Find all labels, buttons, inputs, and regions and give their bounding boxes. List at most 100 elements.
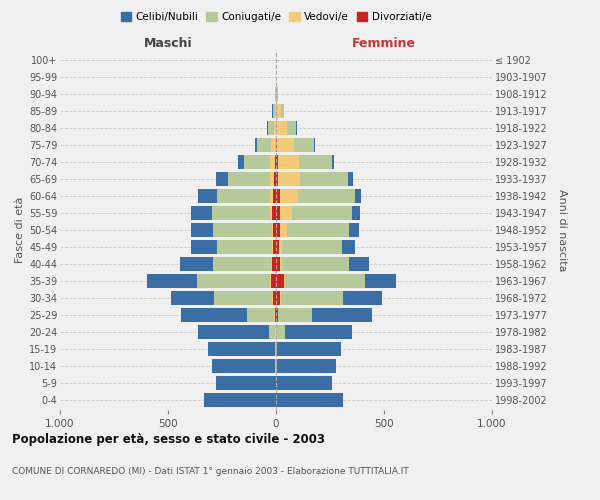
Bar xyxy=(197,274,276,288)
Legend: Celibi/Nubili, Coniugati/e, Vedovi/e, Divorziati/e: Celibi/Nubili, Coniugati/e, Vedovi/e, Di… xyxy=(119,10,433,24)
Bar xyxy=(273,223,276,237)
Bar xyxy=(191,223,276,237)
Bar xyxy=(216,376,276,390)
Bar xyxy=(276,206,292,220)
Bar xyxy=(273,240,276,254)
Bar xyxy=(276,257,280,271)
Bar xyxy=(276,155,332,169)
Bar xyxy=(276,189,298,203)
Bar xyxy=(276,223,287,237)
Bar xyxy=(276,138,277,152)
Bar xyxy=(272,291,276,305)
Bar xyxy=(276,342,341,356)
Bar xyxy=(276,206,352,220)
Bar xyxy=(272,240,276,254)
Bar xyxy=(269,155,276,169)
Bar xyxy=(148,274,276,288)
Bar xyxy=(198,189,276,203)
Bar xyxy=(276,291,280,305)
Bar xyxy=(217,240,276,254)
Bar xyxy=(276,189,361,203)
Bar xyxy=(276,104,284,118)
Bar xyxy=(214,291,276,305)
Bar xyxy=(204,393,276,407)
Bar xyxy=(212,206,276,220)
Bar xyxy=(276,325,352,339)
Bar xyxy=(216,172,276,186)
Bar xyxy=(272,257,276,271)
Bar xyxy=(276,155,334,169)
Bar xyxy=(208,342,276,356)
Bar xyxy=(270,172,276,186)
Bar xyxy=(272,104,276,118)
Bar xyxy=(276,223,280,237)
Bar xyxy=(244,155,276,169)
Bar xyxy=(276,308,372,322)
Bar xyxy=(276,172,353,186)
Bar xyxy=(275,104,276,118)
Bar xyxy=(273,189,276,203)
Y-axis label: Anni di nascita: Anni di nascita xyxy=(557,188,567,271)
Bar xyxy=(276,308,311,322)
Bar xyxy=(276,274,365,288)
Bar xyxy=(276,359,277,373)
Bar xyxy=(276,138,315,152)
Bar xyxy=(275,87,276,101)
Bar xyxy=(276,274,284,288)
Bar xyxy=(180,257,276,271)
Bar xyxy=(276,189,355,203)
Bar xyxy=(276,274,284,288)
Bar xyxy=(276,325,277,339)
Bar xyxy=(276,257,349,271)
Bar xyxy=(197,325,276,339)
Bar xyxy=(275,342,276,356)
Bar xyxy=(214,223,276,237)
Bar xyxy=(267,121,276,135)
Bar xyxy=(276,223,349,237)
Bar xyxy=(276,189,280,203)
Bar xyxy=(276,223,359,237)
Bar xyxy=(273,104,276,118)
Bar xyxy=(257,138,276,152)
Bar xyxy=(276,308,278,322)
Bar xyxy=(275,359,276,373)
Bar xyxy=(274,172,276,186)
Bar xyxy=(276,393,343,407)
Bar xyxy=(271,257,276,271)
Bar xyxy=(275,155,276,169)
Text: Femmine: Femmine xyxy=(352,37,416,50)
Bar xyxy=(274,121,276,135)
Bar xyxy=(276,257,369,271)
Bar xyxy=(191,206,276,220)
Bar xyxy=(276,138,314,152)
Bar xyxy=(276,240,342,254)
Bar xyxy=(274,308,276,322)
Bar xyxy=(276,121,297,135)
Bar xyxy=(217,189,276,203)
Bar xyxy=(276,87,277,101)
Bar xyxy=(276,240,279,254)
Bar xyxy=(276,291,382,305)
Bar xyxy=(276,172,349,186)
Bar xyxy=(276,257,283,271)
Bar xyxy=(276,240,355,254)
Bar xyxy=(275,87,276,101)
Bar xyxy=(276,291,281,305)
Bar xyxy=(255,138,276,152)
Bar xyxy=(276,359,336,373)
Bar xyxy=(276,87,278,101)
Bar xyxy=(273,291,276,305)
Text: Popolazione per età, sesso e stato civile - 2003: Popolazione per età, sesso e stato civil… xyxy=(12,432,325,446)
Bar xyxy=(276,104,281,118)
Bar xyxy=(228,172,276,186)
Bar xyxy=(269,189,276,203)
Bar xyxy=(276,325,285,339)
Bar xyxy=(276,172,300,186)
Bar xyxy=(272,206,276,220)
Bar xyxy=(276,121,296,135)
Bar xyxy=(276,104,284,118)
Bar xyxy=(212,359,276,373)
Bar xyxy=(271,274,276,288)
Bar xyxy=(275,308,276,322)
Bar xyxy=(276,155,299,169)
